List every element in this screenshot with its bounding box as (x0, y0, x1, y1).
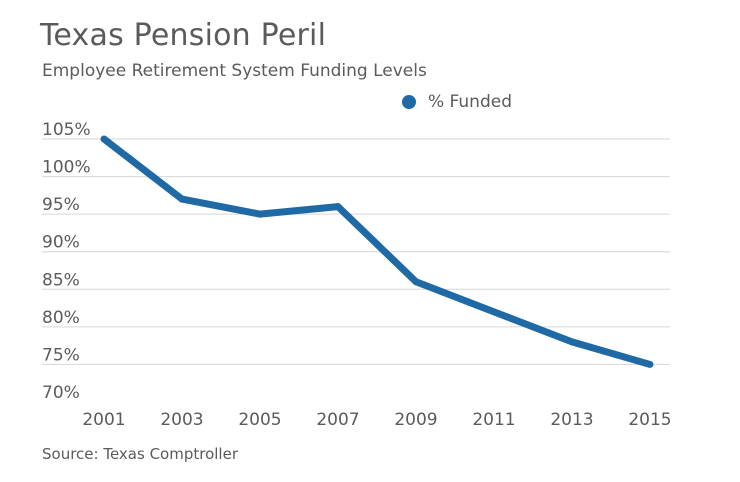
x-tick-label: 2003 (160, 410, 203, 430)
chart-title: Texas Pension Peril (40, 18, 327, 53)
y-tick-label: 95% (42, 195, 80, 215)
grid-layer (42, 138, 670, 365)
data-point (568, 338, 576, 346)
x-tick-label: 2015 (628, 410, 671, 430)
y-tick-label: 85% (42, 270, 80, 290)
x-tick-label: 2011 (472, 410, 515, 430)
y-tick-label: 75% (42, 345, 80, 365)
y-tick-label: 90% (42, 233, 80, 253)
legend-marker (402, 95, 416, 109)
x-tick-label: 2009 (394, 410, 437, 430)
y-tick-label: 100% (42, 158, 91, 178)
series-line (101, 136, 651, 368)
data-point (646, 360, 654, 368)
x-tick-label: 2005 (238, 410, 281, 430)
legend: % Funded (402, 92, 512, 112)
source-note: Source: Texas Comptroller (42, 445, 238, 463)
chart-subtitle: Employee Retirement System Funding Level… (42, 61, 427, 81)
x-tick-label: 2013 (550, 410, 593, 430)
data-point (256, 210, 264, 218)
data-point (100, 135, 108, 143)
legend-label: % Funded (428, 92, 512, 112)
x-tick-label: 2007 (316, 410, 359, 430)
data-point (178, 195, 186, 203)
y-axis-ticks: 70% 75% 80% 85% 90% 95% 100% 105% (42, 120, 91, 403)
series-layer (100, 135, 654, 368)
x-axis-ticks: 2001 2003 2005 2007 2009 2011 2013 2015 (82, 410, 671, 430)
y-tick-label: 70% (42, 383, 80, 403)
data-point (412, 278, 420, 286)
x-tick-label: 2001 (82, 410, 125, 430)
data-point (334, 203, 342, 211)
y-tick-label: 105% (42, 120, 91, 140)
data-point (490, 308, 498, 316)
y-tick-label: 80% (42, 308, 80, 328)
